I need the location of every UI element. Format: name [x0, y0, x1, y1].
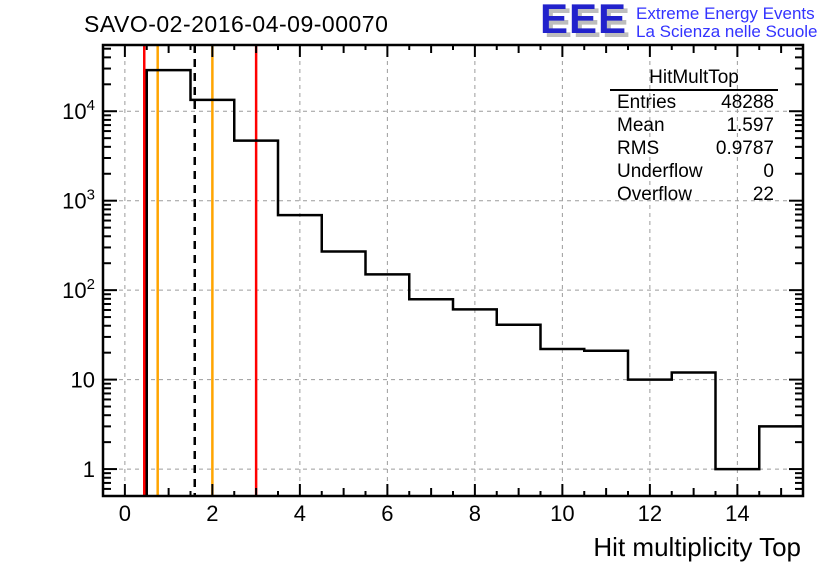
- stats-row-label: Underflow: [617, 161, 703, 182]
- stats-row-value: 22: [752, 184, 774, 205]
- stats-row-label: Entries: [617, 92, 677, 113]
- stats-row-value: 0.9787: [715, 138, 774, 159]
- svg-text:103: 103: [62, 187, 95, 214]
- stats-row-value: 0: [763, 161, 774, 182]
- svg-text:102: 102: [62, 276, 95, 303]
- svg-text:0: 0: [119, 501, 131, 526]
- svg-text:104: 104: [62, 97, 95, 124]
- plot-title: SAVO-02-2016-04-09-00070: [84, 11, 389, 37]
- eee-logo-line2: La Scienza nelle Scuole: [636, 22, 818, 41]
- stats-row-label: RMS: [617, 138, 660, 159]
- svg-text:12: 12: [638, 501, 662, 526]
- stats-box: HitMultTop Entries 48288 Mean 1.597 RMS 0.978…: [610, 67, 778, 206]
- stats-row: RMS 0.9787: [610, 137, 778, 160]
- histogram-step-line: [145, 68, 803, 496]
- stats-row-value: 1.597: [726, 115, 774, 136]
- eee-logo-acronym: EEE: [540, 0, 628, 42]
- eee-logo-subtitle: Extreme Energy Events La Scienza nelle S…: [636, 1, 817, 41]
- eee-logo: EEE Extreme Energy Events La Scienza nel…: [540, 0, 818, 42]
- eee-logo-line1: Extreme Energy Events: [636, 4, 815, 23]
- stats-box-title: HitMultTop: [610, 67, 778, 91]
- svg-text:4: 4: [294, 501, 306, 526]
- stats-row: Underflow 0: [610, 160, 778, 183]
- svg-text:10: 10: [550, 501, 574, 526]
- axis-ticks: [103, 45, 803, 496]
- svg-text:6: 6: [381, 501, 393, 526]
- svg-text:8: 8: [469, 501, 481, 526]
- stats-row: Mean 1.597: [610, 114, 778, 137]
- y-axis-labels: 1 10 102 103 104: [62, 97, 95, 482]
- svg-text:2: 2: [206, 501, 218, 526]
- stats-row-value: 48288: [721, 92, 774, 113]
- svg-text:10: 10: [71, 368, 95, 393]
- x-axis-labels: 0 2 4 6 8 10 12 14: [119, 501, 750, 526]
- stats-row-label: Mean: [617, 115, 665, 136]
- svg-text:14: 14: [725, 501, 749, 526]
- svg-text:1: 1: [83, 457, 95, 482]
- stats-row-label: Overflow: [617, 184, 692, 205]
- stats-row: Entries 48288: [610, 91, 778, 114]
- threshold-lines: [143, 45, 258, 496]
- stats-row: Overflow 22: [610, 183, 778, 206]
- x-axis-title: Hit multiplicity Top: [593, 532, 801, 562]
